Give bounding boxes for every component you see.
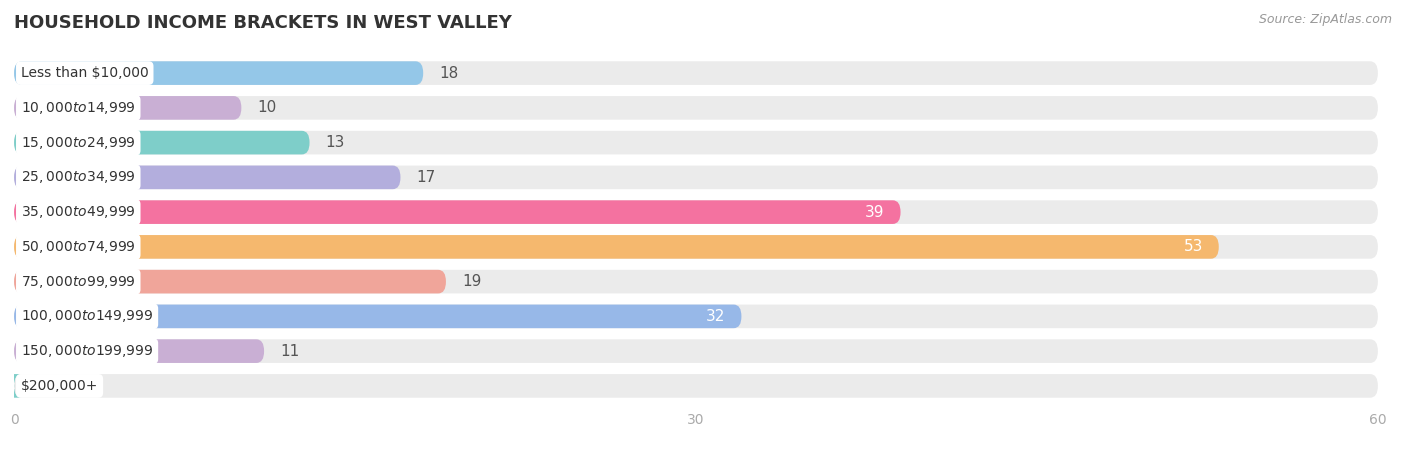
Text: $150,000 to $199,999: $150,000 to $199,999 xyxy=(21,343,153,359)
Text: 53: 53 xyxy=(1184,239,1204,254)
FancyBboxPatch shape xyxy=(14,131,309,154)
FancyBboxPatch shape xyxy=(14,96,1378,120)
Text: $100,000 to $149,999: $100,000 to $149,999 xyxy=(21,308,153,324)
Text: 18: 18 xyxy=(439,66,458,81)
FancyBboxPatch shape xyxy=(14,61,423,85)
FancyBboxPatch shape xyxy=(14,339,264,363)
Text: Less than $10,000: Less than $10,000 xyxy=(21,66,149,80)
Text: 13: 13 xyxy=(325,135,344,150)
FancyBboxPatch shape xyxy=(14,305,741,328)
FancyBboxPatch shape xyxy=(14,374,1378,398)
Text: HOUSEHOLD INCOME BRACKETS IN WEST VALLEY: HOUSEHOLD INCOME BRACKETS IN WEST VALLEY xyxy=(14,14,512,32)
Text: 17: 17 xyxy=(416,170,436,185)
Text: $25,000 to $34,999: $25,000 to $34,999 xyxy=(21,169,135,185)
FancyBboxPatch shape xyxy=(14,166,401,189)
Text: 32: 32 xyxy=(706,309,725,324)
FancyBboxPatch shape xyxy=(14,61,1378,85)
FancyBboxPatch shape xyxy=(14,270,446,293)
FancyBboxPatch shape xyxy=(7,374,21,398)
Text: $35,000 to $49,999: $35,000 to $49,999 xyxy=(21,204,135,220)
Text: $200,000+: $200,000+ xyxy=(21,379,98,393)
FancyBboxPatch shape xyxy=(14,305,1378,328)
FancyBboxPatch shape xyxy=(14,96,242,120)
Text: Source: ZipAtlas.com: Source: ZipAtlas.com xyxy=(1258,14,1392,27)
FancyBboxPatch shape xyxy=(14,235,1219,259)
Text: 10: 10 xyxy=(257,100,277,115)
Text: $75,000 to $99,999: $75,000 to $99,999 xyxy=(21,274,135,290)
Text: $10,000 to $14,999: $10,000 to $14,999 xyxy=(21,100,135,116)
FancyBboxPatch shape xyxy=(14,235,1378,259)
FancyBboxPatch shape xyxy=(14,339,1378,363)
FancyBboxPatch shape xyxy=(14,131,1378,154)
FancyBboxPatch shape xyxy=(14,270,1378,293)
FancyBboxPatch shape xyxy=(14,200,900,224)
Text: 39: 39 xyxy=(865,205,884,220)
Text: $15,000 to $24,999: $15,000 to $24,999 xyxy=(21,135,135,151)
Text: 11: 11 xyxy=(280,344,299,359)
Text: 19: 19 xyxy=(461,274,481,289)
FancyBboxPatch shape xyxy=(14,166,1378,189)
Text: $50,000 to $74,999: $50,000 to $74,999 xyxy=(21,239,135,255)
FancyBboxPatch shape xyxy=(14,200,1378,224)
Text: 0: 0 xyxy=(30,378,39,393)
